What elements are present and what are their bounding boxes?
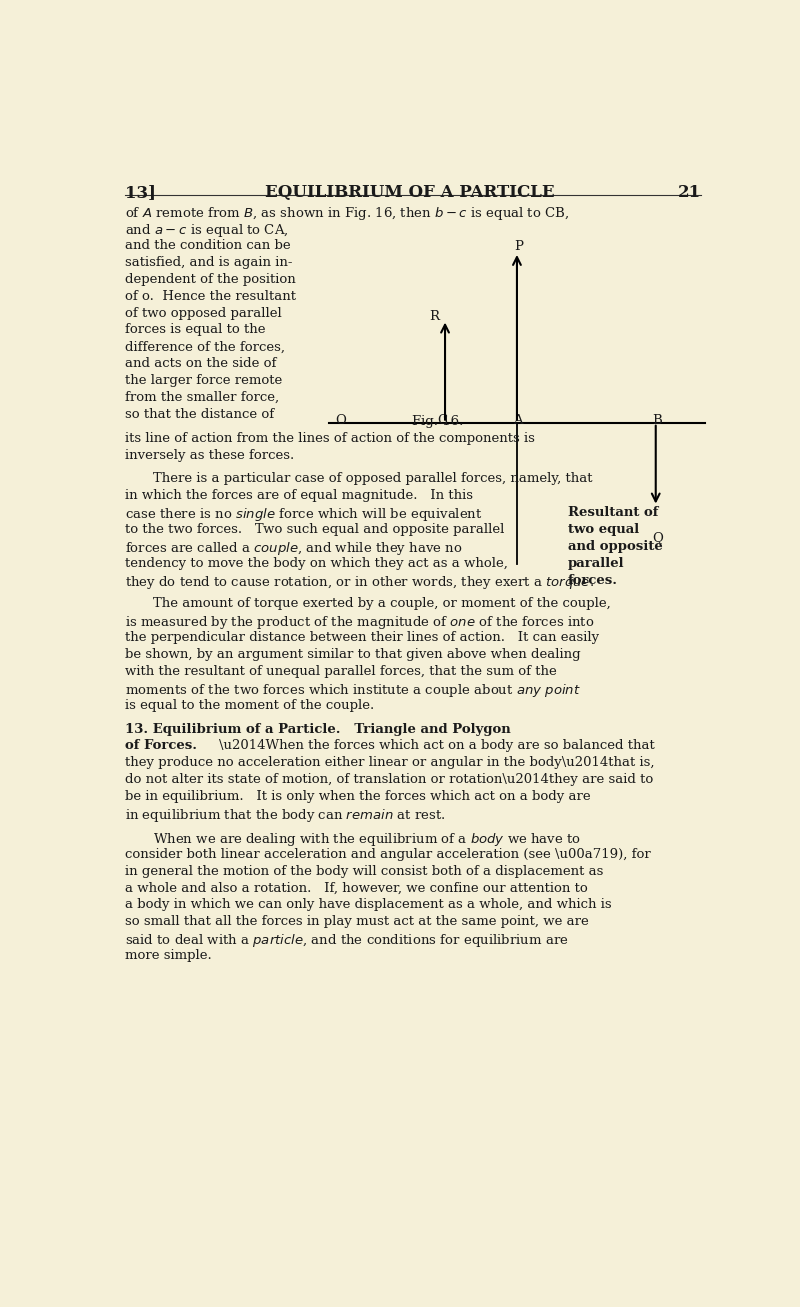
Text: dependent of the position: dependent of the position bbox=[125, 273, 295, 286]
Text: is measured by the product of the magnitude of $\mathit{one}$ of the forces into: is measured by the product of the magnit… bbox=[125, 614, 594, 631]
Text: moments of the two forces which institute a couple about $\mathit{any\ point}$: moments of the two forces which institut… bbox=[125, 682, 581, 699]
Text: of $\mathit{A}$ remote from $\mathit{B}$, as shown in Fig. 16, then $b-c$ is equ: of $\mathit{A}$ remote from $\mathit{B}$… bbox=[125, 205, 569, 222]
Text: There is a particular case of opposed parallel forces, namely, that: There is a particular case of opposed pa… bbox=[153, 472, 592, 485]
Text: A: A bbox=[513, 414, 522, 426]
Text: and opposite: and opposite bbox=[568, 540, 663, 553]
Text: 13. Equilibrium of a Particle.   Triangle and Polygon: 13. Equilibrium of a Particle. Triangle … bbox=[125, 723, 510, 736]
Text: Q: Q bbox=[652, 532, 663, 545]
Text: R: R bbox=[430, 310, 439, 323]
Text: Resultant of: Resultant of bbox=[568, 506, 658, 519]
Text: do not alter its state of motion, of translation or rotation\u2014they are said : do not alter its state of motion, of tra… bbox=[125, 774, 653, 787]
Text: 13]: 13] bbox=[125, 184, 156, 201]
Text: inversely as these forces.: inversely as these forces. bbox=[125, 448, 294, 461]
Text: forces.: forces. bbox=[568, 574, 618, 587]
Text: so small that all the forces in play must act at the same point, we are: so small that all the forces in play mus… bbox=[125, 915, 589, 928]
Text: they produce no acceleration either linear or angular in the body\u2014that is,: they produce no acceleration either line… bbox=[125, 757, 654, 770]
Text: they do tend to cause rotation, or in other words, they exert a $\mathit{torque}: they do tend to cause rotation, or in ot… bbox=[125, 574, 594, 591]
Text: in general the motion of the body will consist both of a displacement as: in general the motion of the body will c… bbox=[125, 864, 603, 877]
Text: more simple.: more simple. bbox=[125, 949, 211, 962]
Text: of Forces.: of Forces. bbox=[125, 740, 197, 753]
Text: forces is equal to the: forces is equal to the bbox=[125, 324, 266, 336]
Text: When we are dealing with the equilibrium of a $\mathit{body}$ we have to: When we are dealing with the equilibrium… bbox=[153, 831, 581, 848]
Text: and $a-c$ is equal to CA,: and $a-c$ is equal to CA, bbox=[125, 222, 288, 239]
Text: of o.  Hence the resultant: of o. Hence the resultant bbox=[125, 290, 296, 303]
Text: The amount of torque exerted by a couple, or moment of the couple,: The amount of torque exerted by a couple… bbox=[153, 597, 610, 610]
Text: be in equilibrium.   It is only when the forces which act on a body are: be in equilibrium. It is only when the f… bbox=[125, 791, 590, 802]
Text: be shown, by an argument similar to that given above when dealing: be shown, by an argument similar to that… bbox=[125, 648, 581, 661]
Text: is equal to the moment of the couple.: is equal to the moment of the couple. bbox=[125, 699, 374, 712]
Text: in which the forces are of equal magnitude.   In this: in which the forces are of equal magnitu… bbox=[125, 489, 473, 502]
Text: O: O bbox=[336, 414, 346, 426]
Text: from the smaller force,: from the smaller force, bbox=[125, 391, 279, 404]
Text: B: B bbox=[653, 414, 662, 426]
Text: two equal: two equal bbox=[568, 523, 639, 536]
Text: EQUILIBRIUM OF A PARTICLE: EQUILIBRIUM OF A PARTICLE bbox=[265, 184, 555, 201]
Text: to the two forces.   Two such equal and opposite parallel: to the two forces. Two such equal and op… bbox=[125, 523, 504, 536]
Text: in equilibrium that the body can $\mathit{remain}$ at rest.: in equilibrium that the body can $\mathi… bbox=[125, 806, 446, 823]
Text: the larger force remote: the larger force remote bbox=[125, 374, 282, 387]
Text: case there is no $\mathit{single}$ force which will be equivalent: case there is no $\mathit{single}$ force… bbox=[125, 506, 482, 523]
Text: P: P bbox=[514, 240, 523, 254]
Text: tendency to move the body on which they act as a whole,: tendency to move the body on which they … bbox=[125, 557, 508, 570]
Text: satisfied, and is again in-: satisfied, and is again in- bbox=[125, 256, 292, 269]
Text: Fig. 16.: Fig. 16. bbox=[412, 414, 463, 427]
Text: a body in which we can only have displacement as a whole, and which is: a body in which we can only have displac… bbox=[125, 898, 611, 911]
Text: said to deal with a $\mathit{particle}$, and the conditions for equilibrium are: said to deal with a $\mathit{particle}$,… bbox=[125, 932, 568, 949]
Text: the perpendicular distance between their lines of action.   It can easily: the perpendicular distance between their… bbox=[125, 631, 599, 644]
Text: so that the distance of: so that the distance of bbox=[125, 408, 274, 421]
Text: consider both linear acceleration and angular acceleration (see \u00a719), for: consider both linear acceleration and an… bbox=[125, 848, 650, 860]
Text: its line of action from the lines of action of the components is: its line of action from the lines of act… bbox=[125, 431, 534, 444]
Text: 21: 21 bbox=[678, 184, 702, 201]
Text: with the resultant of unequal parallel forces, that the sum of the: with the resultant of unequal parallel f… bbox=[125, 665, 557, 678]
Text: a whole and also a rotation.   If, however, we confine our attention to: a whole and also a rotation. If, however… bbox=[125, 881, 587, 894]
Text: and the condition can be: and the condition can be bbox=[125, 239, 290, 252]
Text: difference of the forces,: difference of the forces, bbox=[125, 340, 285, 353]
Text: \u2014When the forces which act on a body are so balanced that: \u2014When the forces which act on a bod… bbox=[219, 740, 654, 753]
Text: of two opposed parallel: of two opposed parallel bbox=[125, 307, 282, 320]
Text: and acts on the side of: and acts on the side of bbox=[125, 357, 276, 370]
Text: forces are called a $\mathit{couple}$, and while they have no: forces are called a $\mathit{couple}$, a… bbox=[125, 540, 462, 557]
Text: C: C bbox=[437, 414, 447, 426]
Text: parallel: parallel bbox=[568, 557, 625, 570]
